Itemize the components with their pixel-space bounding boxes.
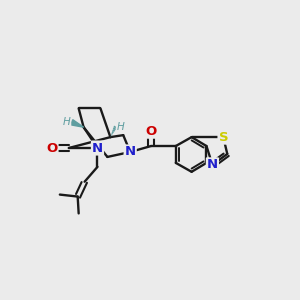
Text: H: H — [116, 122, 124, 132]
Text: H: H — [63, 117, 71, 127]
Text: O: O — [146, 125, 157, 138]
Text: N: N — [92, 142, 103, 154]
Text: N: N — [207, 158, 218, 171]
Text: N: N — [124, 146, 136, 158]
Text: S: S — [218, 130, 228, 144]
Polygon shape — [71, 120, 84, 127]
Text: O: O — [46, 142, 58, 154]
